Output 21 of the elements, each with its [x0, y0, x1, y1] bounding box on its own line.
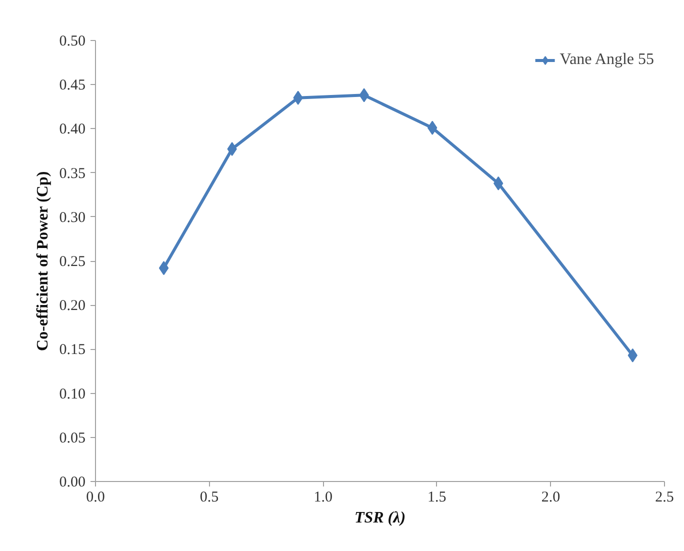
y-tick-label: 0.30 [59, 210, 86, 226]
y-tick-label: 0.10 [59, 386, 86, 402]
y-tick-label: 0.40 [59, 122, 86, 138]
x-tick-label: 1.5 [428, 490, 446, 506]
y-tick-label: 0.20 [59, 298, 86, 314]
y-tick-label: 0.05 [59, 430, 86, 446]
x-tick-label: 1.0 [314, 490, 332, 506]
legend-label: Vane Angle 55 [560, 51, 654, 69]
y-tick-label: 0.35 [59, 166, 86, 182]
y-tick-label: 0.00 [59, 474, 86, 490]
x-tick-label: 0.0 [86, 490, 105, 506]
x-tick-label: 0.5 [200, 490, 219, 506]
x-tick-label: 2.0 [541, 490, 560, 506]
x-tick-label: 2.5 [655, 490, 674, 506]
y-tick-label: 0.45 [59, 78, 86, 94]
y-tick-label: 0.25 [59, 254, 86, 270]
point [158, 261, 169, 276]
x-axis-title: TSR (λ) [354, 510, 406, 526]
y-axis-title: Co-efficient of Power (Cp) [34, 171, 52, 351]
y-tick-label: 0.15 [59, 342, 86, 358]
y-tick-label: 0.50 [59, 34, 86, 50]
